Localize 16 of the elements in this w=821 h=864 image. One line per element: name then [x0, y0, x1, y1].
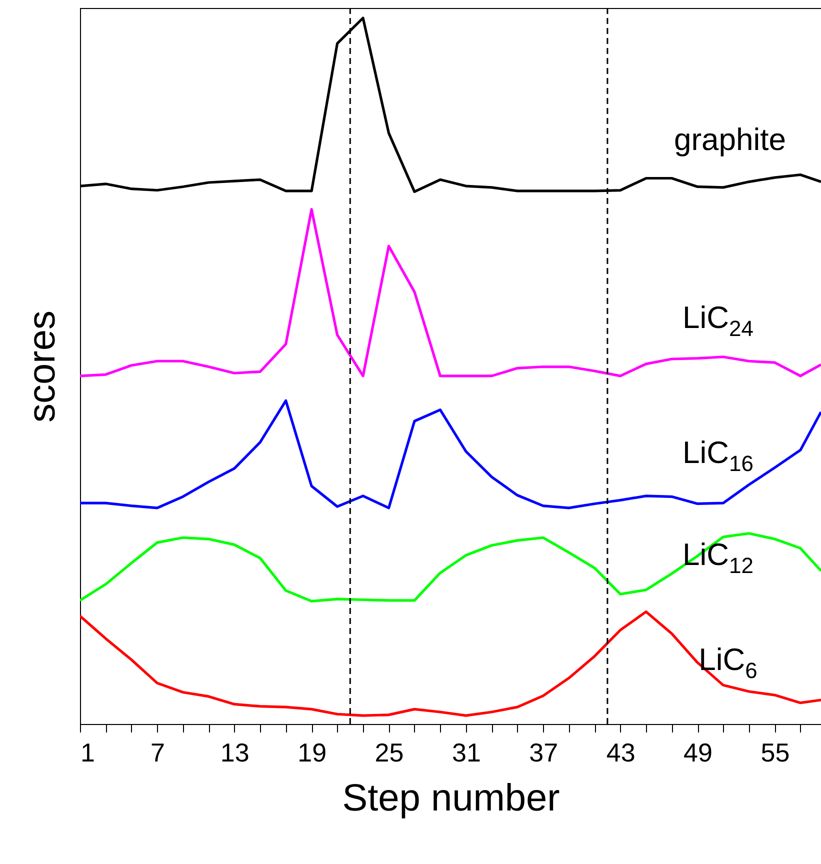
x-tick-label: 19 — [298, 738, 327, 768]
x-tick-label: 1 — [80, 738, 95, 768]
x-axis-title: Step number — [342, 778, 560, 820]
x-tick-label: 43 — [606, 738, 636, 768]
x-tick-label: 37 — [529, 738, 558, 768]
y-axis-title: scores — [22, 310, 64, 422]
series-label: graphite — [674, 122, 786, 158]
series-label: LiC$_{24}$ — [682, 300, 754, 341]
x-tick-label: 25 — [374, 738, 404, 768]
x-tick-label: 31 — [452, 738, 481, 768]
x-tick-label: 49 — [684, 738, 712, 768]
series-label: LiC$_{6}$ — [698, 642, 758, 683]
series-label: LiC$_{16}$ — [682, 435, 754, 476]
x-tick-label: 7 — [150, 738, 165, 768]
x-tick-label: 55 — [760, 738, 790, 768]
x-tick-label: 13 — [220, 738, 250, 768]
